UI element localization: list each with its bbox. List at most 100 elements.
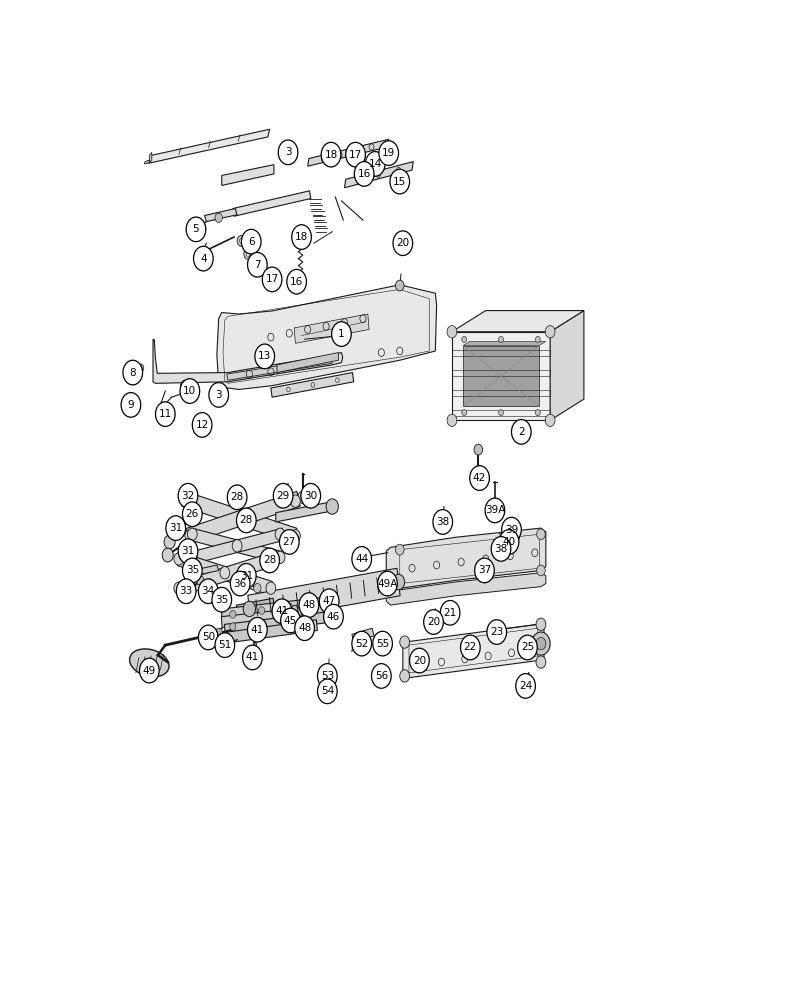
Circle shape	[273, 483, 293, 508]
Circle shape	[174, 582, 184, 594]
Circle shape	[512, 420, 531, 444]
Circle shape	[230, 610, 236, 618]
Text: 55: 55	[376, 639, 389, 649]
Text: 50: 50	[202, 632, 215, 642]
Text: 11: 11	[158, 409, 172, 419]
Polygon shape	[222, 165, 274, 185]
Circle shape	[177, 579, 196, 604]
Circle shape	[371, 664, 391, 688]
Text: 23: 23	[490, 627, 504, 637]
Polygon shape	[193, 528, 284, 563]
Circle shape	[318, 664, 337, 688]
Text: 8: 8	[129, 368, 136, 378]
Text: 2: 2	[518, 427, 524, 437]
Circle shape	[243, 601, 256, 617]
Polygon shape	[217, 285, 436, 389]
Circle shape	[545, 414, 555, 426]
Circle shape	[393, 231, 413, 256]
Circle shape	[518, 635, 537, 660]
Circle shape	[180, 379, 200, 403]
Circle shape	[242, 229, 261, 254]
Text: 15: 15	[393, 177, 406, 187]
Text: 24: 24	[519, 681, 532, 691]
Polygon shape	[222, 604, 337, 627]
Circle shape	[516, 674, 535, 698]
Polygon shape	[403, 622, 544, 678]
Text: 44: 44	[355, 554, 368, 564]
Polygon shape	[233, 191, 310, 216]
Circle shape	[416, 654, 423, 664]
Circle shape	[357, 552, 366, 563]
Circle shape	[123, 360, 143, 385]
Circle shape	[284, 615, 289, 623]
Circle shape	[248, 617, 267, 642]
Circle shape	[180, 492, 188, 503]
Text: 34: 34	[202, 586, 215, 596]
Circle shape	[215, 628, 223, 637]
Text: 28: 28	[230, 492, 244, 502]
Text: 16: 16	[357, 169, 371, 179]
Polygon shape	[277, 353, 338, 373]
Polygon shape	[144, 160, 150, 164]
Circle shape	[240, 510, 250, 523]
Text: 46: 46	[327, 612, 340, 622]
Polygon shape	[181, 552, 276, 595]
Circle shape	[379, 141, 398, 165]
Text: 28: 28	[263, 555, 276, 565]
Polygon shape	[294, 314, 369, 343]
Circle shape	[326, 499, 338, 514]
Text: 18: 18	[325, 150, 337, 160]
Circle shape	[525, 681, 530, 687]
Polygon shape	[474, 468, 485, 474]
Circle shape	[462, 336, 466, 343]
Circle shape	[536, 637, 546, 650]
Circle shape	[239, 239, 243, 243]
Circle shape	[400, 636, 409, 648]
Circle shape	[535, 410, 540, 416]
Text: 37: 37	[478, 565, 491, 575]
Text: 53: 53	[321, 671, 334, 681]
Circle shape	[365, 152, 385, 176]
Polygon shape	[550, 311, 584, 420]
Circle shape	[182, 502, 202, 527]
Text: 16: 16	[290, 277, 303, 287]
Circle shape	[395, 280, 404, 291]
Circle shape	[275, 528, 285, 540]
Circle shape	[470, 466, 489, 490]
Circle shape	[438, 514, 447, 527]
Circle shape	[280, 530, 299, 554]
Polygon shape	[386, 573, 546, 605]
Text: 13: 13	[258, 351, 272, 361]
Circle shape	[186, 217, 206, 242]
Circle shape	[187, 386, 193, 393]
Circle shape	[280, 608, 300, 633]
Text: 48: 48	[303, 600, 315, 610]
Text: 48: 48	[298, 623, 311, 633]
Polygon shape	[352, 628, 374, 642]
Circle shape	[499, 530, 519, 554]
Circle shape	[537, 529, 545, 540]
Circle shape	[531, 632, 550, 655]
Polygon shape	[276, 502, 331, 522]
Text: 35: 35	[185, 565, 199, 575]
Circle shape	[392, 574, 405, 590]
Circle shape	[319, 589, 339, 614]
Circle shape	[166, 516, 185, 540]
Text: 30: 30	[304, 491, 318, 501]
Text: 3: 3	[285, 147, 291, 157]
Circle shape	[260, 548, 280, 573]
Circle shape	[536, 618, 546, 631]
Text: 38: 38	[436, 517, 449, 527]
Circle shape	[196, 222, 201, 230]
Circle shape	[400, 670, 409, 682]
Circle shape	[230, 571, 250, 596]
Text: 33: 33	[180, 586, 192, 596]
Text: 54: 54	[321, 686, 334, 696]
Circle shape	[322, 142, 341, 167]
Circle shape	[332, 322, 352, 346]
Circle shape	[474, 558, 494, 583]
Circle shape	[312, 600, 318, 607]
Text: 41: 41	[246, 652, 259, 662]
Circle shape	[354, 162, 374, 186]
Text: 27: 27	[283, 537, 296, 547]
